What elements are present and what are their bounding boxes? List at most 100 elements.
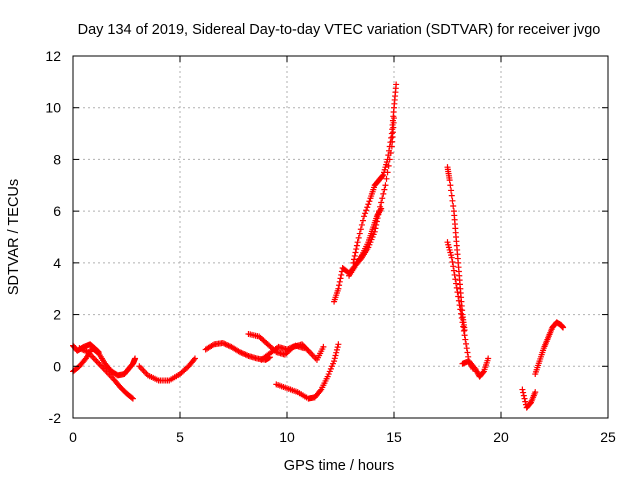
data-point [453,284,460,291]
series-segment-9 [350,81,400,266]
y-tick-label: 6 [53,203,61,219]
data-point [462,336,469,343]
data-point [338,271,345,278]
data-point [463,345,470,352]
data-point [335,341,342,348]
series-segment-10 [346,205,385,279]
x-tick-label: 25 [600,429,616,445]
data-point [480,369,487,376]
data-point [336,282,343,289]
data-point [448,187,455,194]
data-point [449,258,456,265]
data-point [448,254,455,261]
data-point [331,358,338,365]
data-point [393,81,400,88]
y-tick-label: 4 [53,255,61,271]
plot-frame [72,55,609,419]
data-point [128,394,135,401]
data-point [450,263,457,270]
y-tick-label: 12 [45,48,61,64]
data-point [449,197,456,204]
y-tick-label: 2 [53,307,61,323]
x-tick-label: 10 [279,429,295,445]
data-point [450,267,457,274]
y-axis-label: SDTVAR / TECUs [6,179,22,295]
data-point [457,306,464,313]
data-point [386,143,393,150]
x-tick-label: 15 [386,429,402,445]
data-point [520,389,527,396]
data-point [384,156,391,163]
data-point [358,221,365,228]
data-point [331,355,338,362]
data-point [333,346,340,353]
data-point [450,202,457,209]
data-point [521,395,528,402]
data-point [334,344,341,351]
data-point [378,205,385,212]
data-point [453,280,460,287]
y-tick-label: 8 [53,151,61,167]
data-point [81,356,88,363]
data-point [357,226,364,233]
data-point [362,210,369,217]
data-point [379,172,386,179]
data-point [337,275,344,282]
data-point [355,234,362,241]
data-point [132,355,139,362]
grid-lines [73,56,608,418]
x-tick-label: 5 [176,429,184,445]
series-segment-3 [136,355,198,384]
x-axis-label: GPS time / hours [284,458,394,474]
series-segment-13 [459,355,492,380]
data-point [385,152,392,159]
data-point [366,198,373,205]
series-segment-14 [519,386,539,411]
data-point [560,324,567,331]
data-point [365,201,372,208]
data-points [70,81,567,411]
data-point [353,246,360,253]
data-point [458,310,465,317]
data-point [464,349,471,356]
data-point [456,302,463,309]
data-point [383,175,390,182]
data-point [364,204,371,211]
data-point [359,217,366,224]
y-tick-label: 0 [53,358,61,374]
data-point [354,239,361,246]
data-point [460,323,467,330]
series-segment-7 [273,341,342,402]
data-point [190,356,197,363]
series-segment-11 [444,164,468,334]
series-segment-1 [70,345,139,379]
data-point [461,327,468,334]
data-point [301,345,308,352]
data-point [386,147,393,154]
data-point [191,355,198,362]
data-point [352,249,359,256]
y-tick-label: -2 [49,410,62,426]
data-point [320,343,327,350]
data-point [519,386,526,393]
data-point [333,349,340,356]
x-tick-label: 0 [69,429,77,445]
data-point [336,278,343,285]
data-point [363,207,370,214]
data-point [452,276,459,283]
data-point [451,271,458,278]
series-segment-15 [532,319,567,378]
data-point [532,389,539,396]
data-point [447,182,454,189]
data-point [388,134,395,141]
data-point [463,340,470,347]
tick-labels: 0 5 10 15 20 25 -2 0 2 4 6 8 10 12 [45,48,616,445]
data-point [335,285,342,292]
chart-title: Day 134 of 2019, Sidereal Day-to-day VTE… [78,22,601,38]
data-point [387,139,394,146]
data-point [455,293,462,300]
data-point [377,206,384,213]
data-point [361,213,368,220]
data-point [520,392,527,399]
